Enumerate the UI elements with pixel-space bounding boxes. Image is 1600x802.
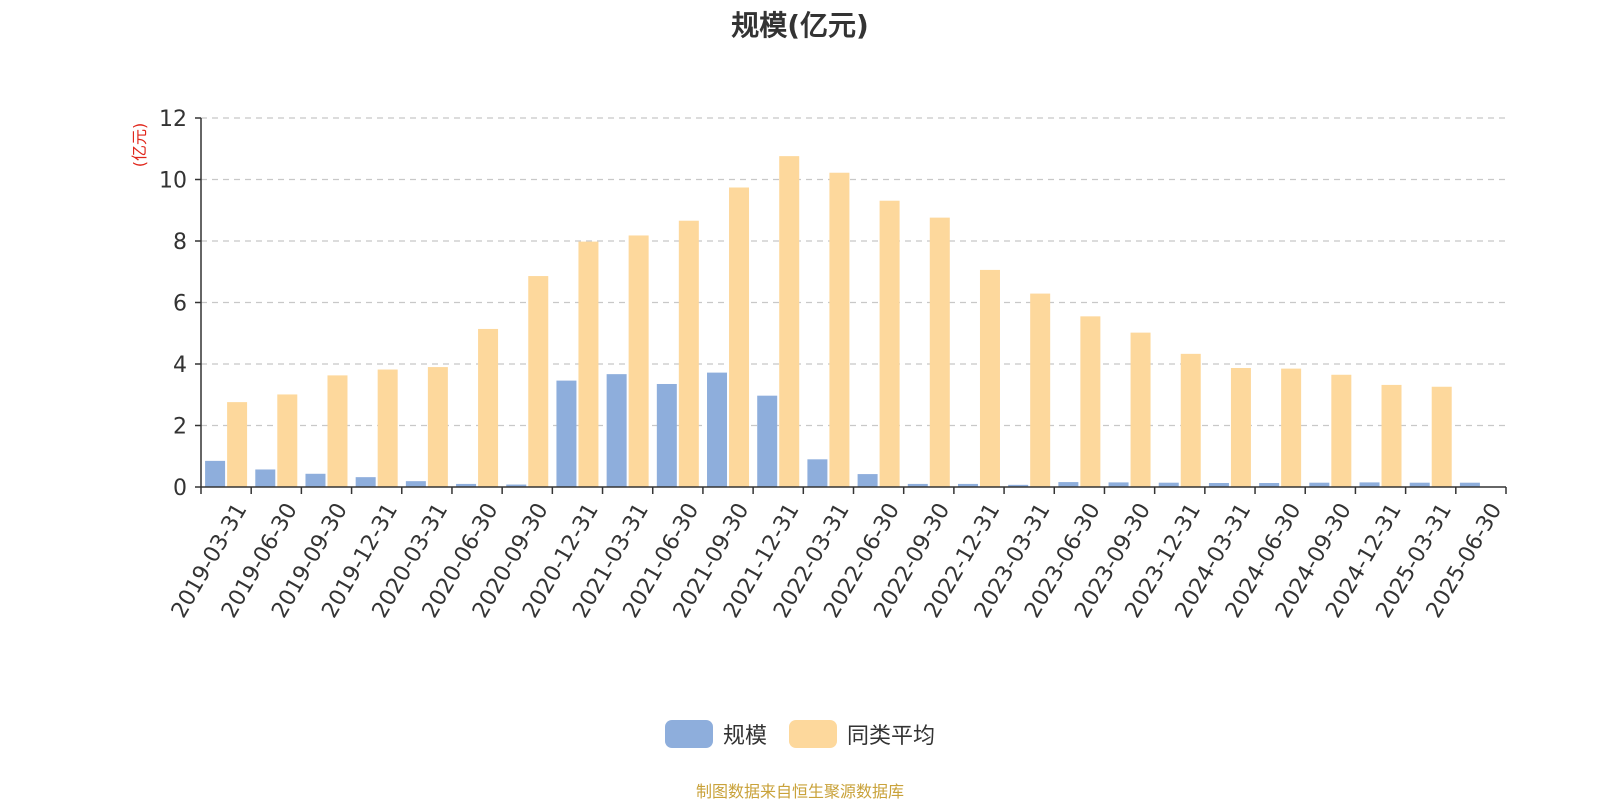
bar-peer-average[interactable] (1431, 386, 1452, 487)
y-tick-label: 6 (173, 292, 187, 317)
bar-scale[interactable] (506, 484, 527, 487)
legend-item-scale[interactable]: 规模 (664, 718, 767, 750)
bar-peer-average[interactable] (779, 156, 800, 487)
y-tick-label: 4 (173, 353, 187, 378)
bar-peer-average[interactable] (1180, 353, 1201, 487)
bar-peer-average[interactable] (1381, 384, 1402, 487)
bar-scale[interactable] (1008, 484, 1029, 487)
bar-peer-average[interactable] (528, 276, 549, 487)
bar-scale[interactable] (456, 483, 477, 487)
bar-peer-average[interactable] (427, 367, 448, 487)
bar-peer-average[interactable] (678, 220, 699, 487)
bar-scale[interactable] (556, 380, 577, 487)
y-axis-unit-label: (亿元) (130, 123, 149, 168)
bar-peer-average[interactable] (1030, 293, 1051, 487)
bar-scale[interactable] (1158, 482, 1179, 487)
bar-peer-average[interactable] (1130, 332, 1151, 487)
bar-peer-average[interactable] (929, 217, 950, 487)
bar-scale[interactable] (606, 374, 627, 487)
bar-scale[interactable] (1409, 482, 1430, 487)
bar-scale[interactable] (1259, 483, 1280, 487)
bar-scale[interactable] (1359, 482, 1380, 487)
bar-scale[interactable] (707, 372, 728, 487)
legend-item-peer-average[interactable]: 同类平均 (789, 718, 935, 750)
bar-scale[interactable] (205, 460, 226, 487)
y-tick-label: 8 (173, 230, 187, 255)
bar-peer-average[interactable] (1230, 367, 1251, 487)
bar-scale[interactable] (1208, 483, 1229, 487)
bar-peer-average[interactable] (277, 394, 298, 487)
bar-scale[interactable] (255, 469, 276, 487)
bar-scale[interactable] (355, 477, 376, 487)
bar-scale[interactable] (807, 459, 828, 487)
legend-swatch-scale (664, 720, 713, 748)
y-tick-label: 12 (159, 107, 187, 132)
bar-scale[interactable] (1459, 482, 1480, 487)
legend-label-peer-average: 同类平均 (847, 724, 936, 749)
bar-peer-average[interactable] (578, 241, 599, 487)
bar-peer-average[interactable] (227, 402, 248, 487)
y-tick-label: 2 (173, 415, 187, 440)
gridlines (201, 117, 1506, 427)
legend: 规模 同类平均 (0, 718, 1600, 750)
bar-peer-average[interactable] (478, 328, 499, 487)
bar-scale[interactable] (1309, 482, 1330, 487)
bar-peer-average[interactable] (1281, 368, 1302, 487)
bar-scale[interactable] (957, 483, 978, 487)
bar-peer-average[interactable] (1331, 374, 1352, 487)
bar-scale[interactable] (656, 383, 677, 487)
bar-peer-average[interactable] (729, 187, 750, 487)
bar-peer-average[interactable] (829, 172, 850, 488)
bar-scale[interactable] (405, 481, 426, 487)
bar-scale[interactable] (757, 395, 778, 487)
legend-swatch-peer-average (789, 720, 837, 748)
bar-peer-average[interactable] (377, 369, 398, 487)
bar-scale[interactable] (1108, 482, 1129, 487)
bar-scale[interactable] (907, 483, 928, 487)
bar-peer-average[interactable] (979, 269, 1000, 487)
y-tick-label: 10 (159, 169, 187, 194)
y-tick-label: 0 (173, 476, 187, 501)
bar-peer-average[interactable] (879, 200, 900, 487)
bar-peer-average[interactable] (628, 235, 649, 487)
chart-title: 规模(亿元) (731, 9, 869, 42)
bar-peer-average[interactable] (1080, 316, 1101, 487)
legend-label-scale: 规模 (722, 724, 767, 749)
bar-scale[interactable] (1058, 482, 1079, 487)
bar-peer-average[interactable] (327, 375, 348, 487)
bar-scale[interactable] (305, 473, 326, 487)
data-source-note: 制图数据来自恒生聚源数据库 (695, 782, 904, 801)
bars (205, 156, 1480, 488)
bar-scale[interactable] (857, 474, 878, 487)
